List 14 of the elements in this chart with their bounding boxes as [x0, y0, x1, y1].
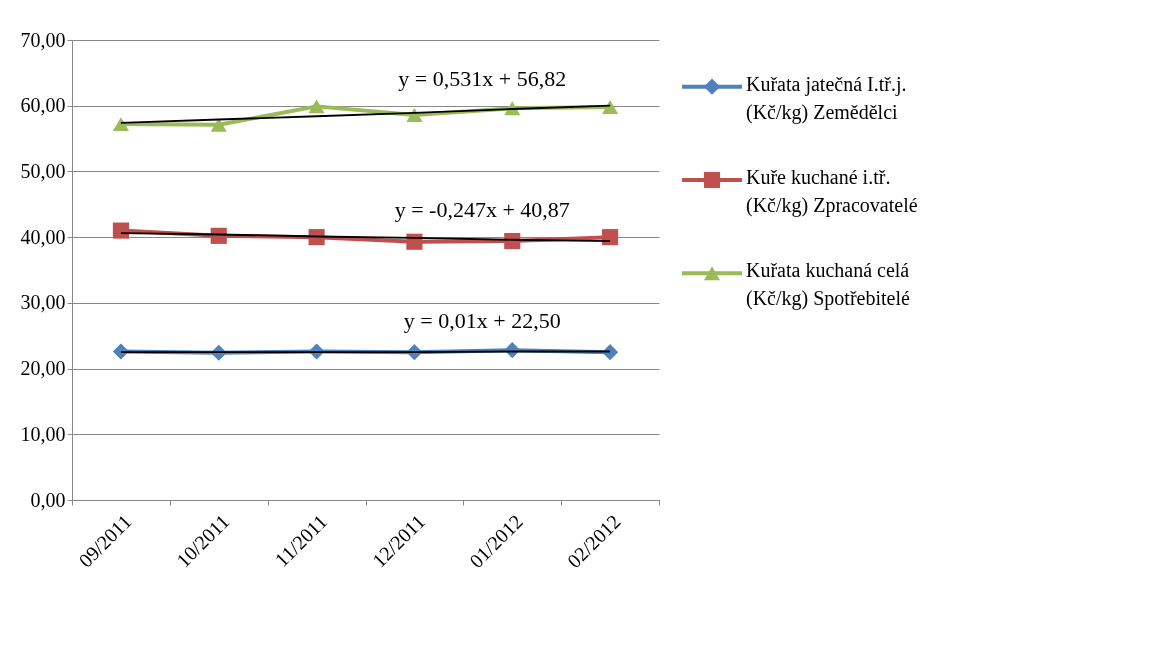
- legend-label: Kuřata kuchaná celá (Kč/kg) Spotřebitelé: [746, 259, 910, 311]
- y-tick-label: 60,00: [20, 94, 66, 117]
- y-tick-label: 30,00: [20, 291, 66, 314]
- y-tick-label: 10,00: [20, 422, 66, 445]
- y-tick-label: 50,00: [20, 159, 66, 182]
- y-tick-label: 70,00: [20, 28, 66, 51]
- legend-label: Kuřata jatečná I.tř.j. (Kč/kg) Zemědělci: [746, 72, 907, 124]
- y-tick-label: 40,00: [20, 225, 66, 248]
- y-tick-label: 0,00: [30, 488, 66, 511]
- legend-label: Kuře kuchané i.tř. (Kč/kg) Zpracovatelé: [746, 166, 918, 217]
- y-tick-label: 20,00: [20, 357, 66, 380]
- annotation: y = 0,531x + 56,82: [398, 66, 567, 91]
- annotation: y = -0,247x + 40,87: [394, 196, 570, 222]
- annotation: y = 0,01x + 22,50: [403, 308, 561, 334]
